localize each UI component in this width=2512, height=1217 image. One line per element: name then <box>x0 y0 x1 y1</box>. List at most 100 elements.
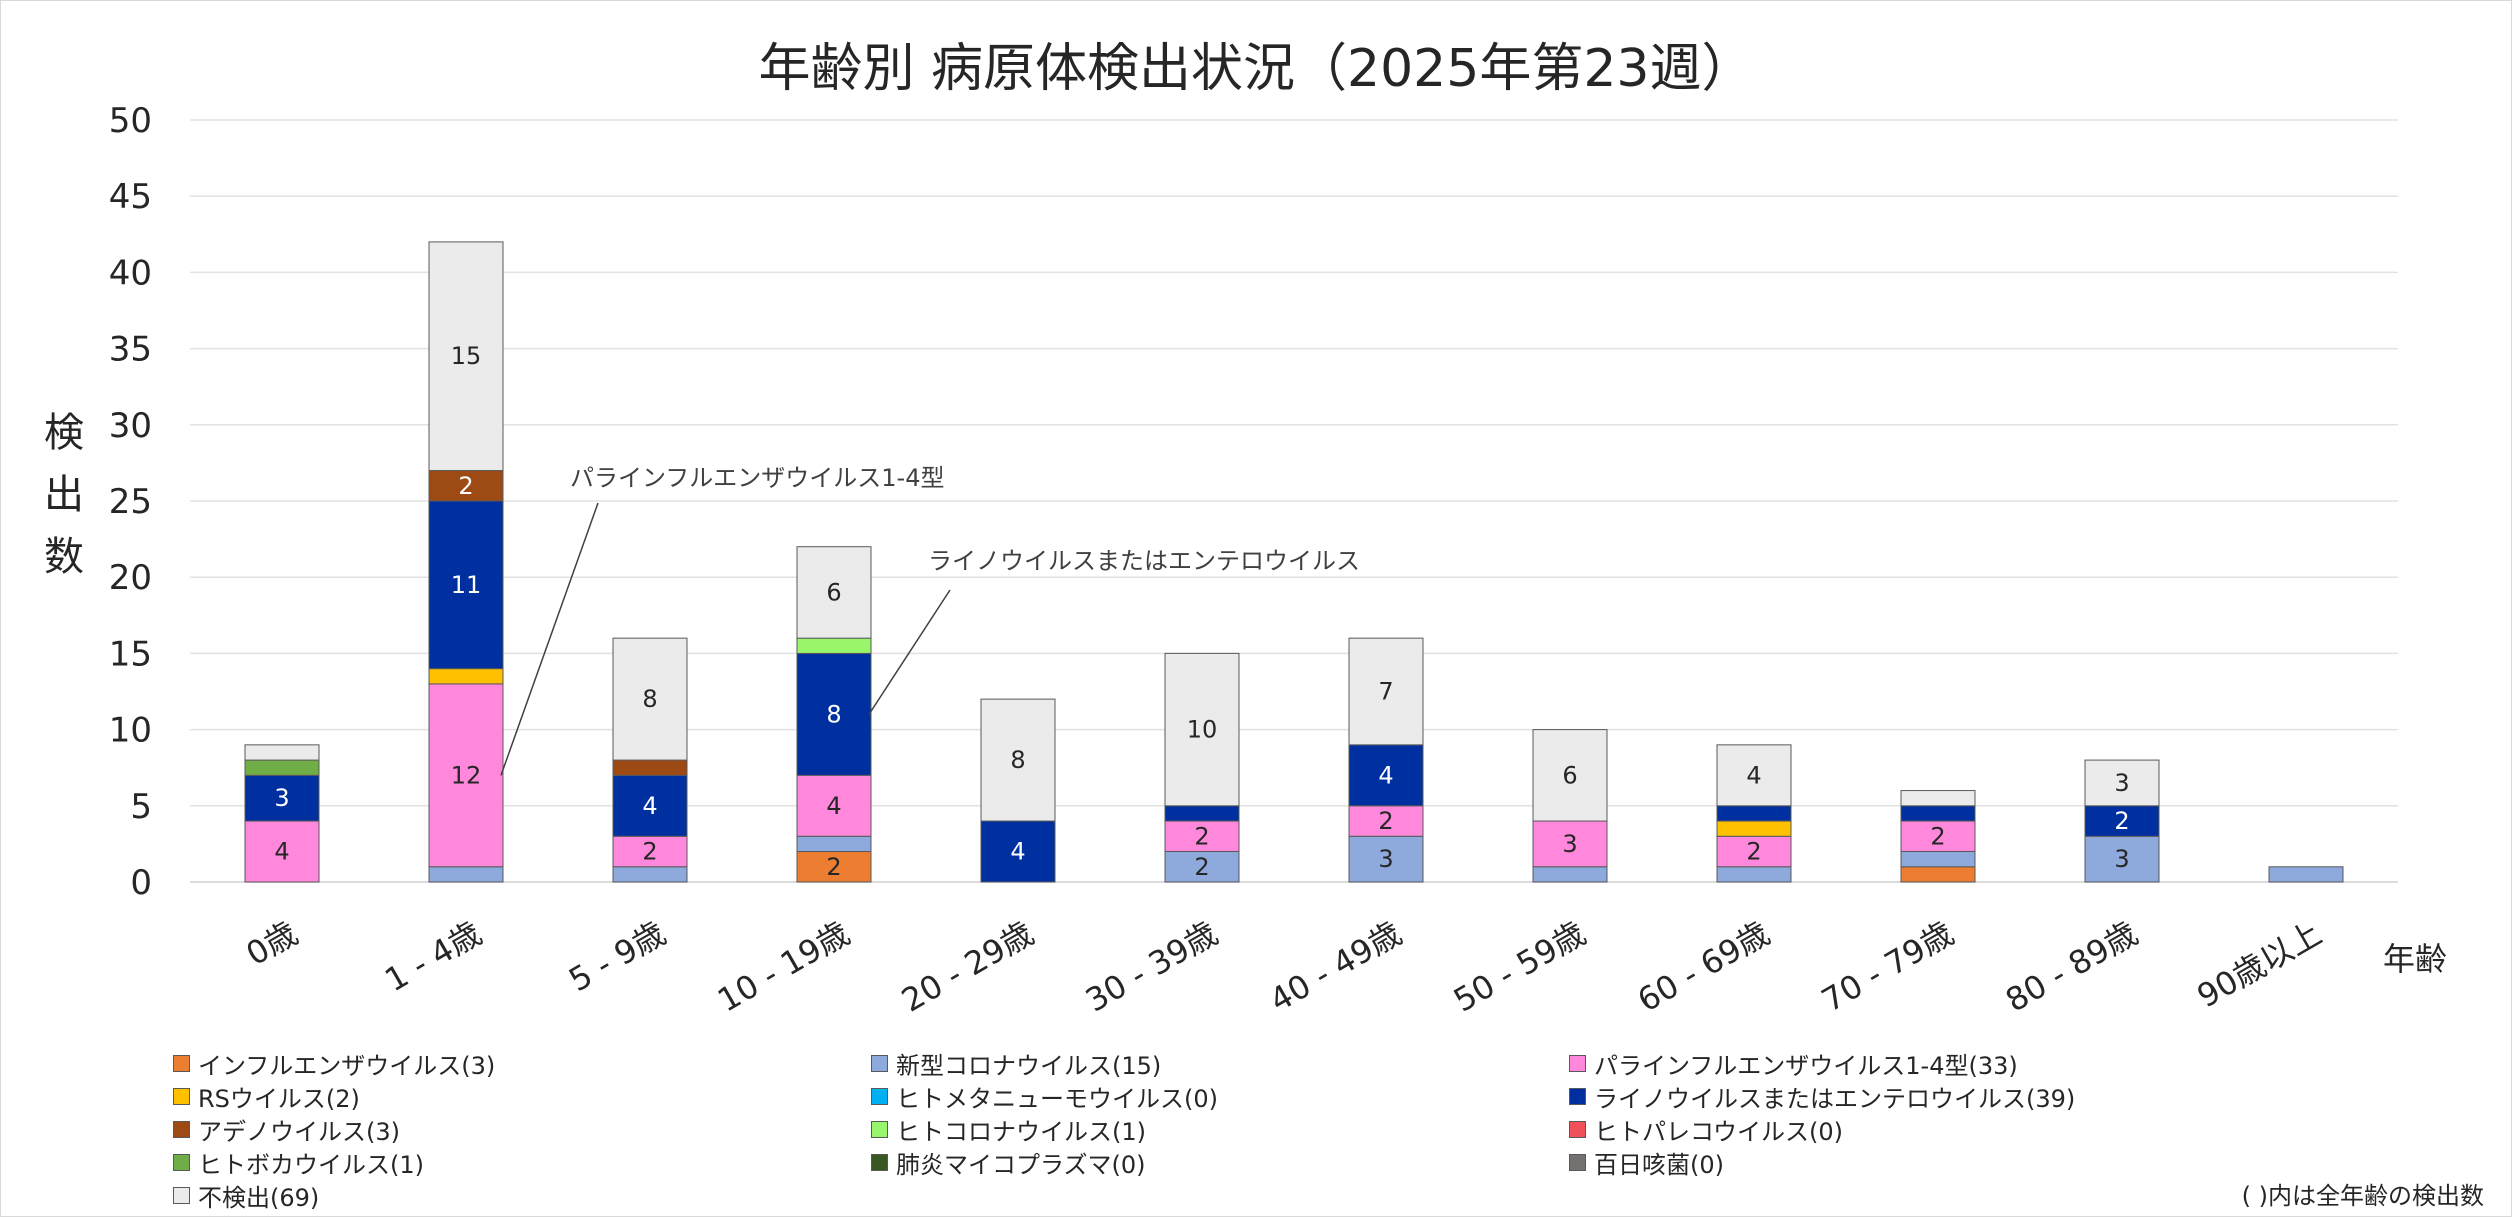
legend: インフルエンザウイルス(3) 新型コロナウイルス(15) パラインフルエンザウイルス… <box>173 1048 2503 1216</box>
legend-item: ヒトメタニューモウイルス(0) <box>871 1081 1218 1113</box>
bar-segment <box>796 835 872 853</box>
data-label: 11 <box>451 571 482 599</box>
chart-title: 年齢別 病原体検出状況（2025年第23週） <box>758 39 1753 99</box>
y-tick-label: 30 <box>109 406 152 446</box>
bar-segment <box>612 759 688 776</box>
bar-segment <box>1900 805 1976 822</box>
annotation-label: パラインフルエンザウイルス1-4型 <box>570 464 944 492</box>
legend-item: 百日咳菌(0) <box>1569 1147 1724 1179</box>
bar-segment <box>796 637 872 654</box>
data-label: 4 <box>826 792 841 820</box>
x-tick-label: 10 - 19歳 <box>711 914 856 1020</box>
bar-segment <box>428 683 504 868</box>
bar-segment <box>428 866 504 883</box>
legend-swatch <box>871 1054 888 1072</box>
y-axis-label-char: 検 <box>44 410 84 456</box>
bar-segment <box>1716 866 1792 883</box>
bar-segment <box>1532 729 1608 822</box>
legend-swatch <box>871 1087 888 1105</box>
y-axis-ticks: 0 5 10 15 20 25 30 35 40 45 50 <box>109 101 152 903</box>
legend-swatch <box>1569 1153 1586 1171</box>
stacked-bar-chart: 年齢別 病原体検出状況（2025年第23週） 検出数 0 5 10 15 20 25 30 3… <box>44 39 2447 1020</box>
legend-item: ライノウイルスまたはエンテロウイルス(39) <box>1569 1081 2075 1113</box>
data-label: 15 <box>451 342 482 370</box>
data-label: 3 <box>274 784 289 812</box>
legend-label: インフルエンザウイルス(3) <box>198 1051 496 1080</box>
legend-item: ヒトパレコウイルス(0) <box>1569 1114 1844 1146</box>
bar-segment <box>244 759 320 776</box>
data-label: 2 <box>1746 838 1761 866</box>
legend-swatch <box>1569 1054 1586 1072</box>
x-tick-label: 70 - 79歳 <box>1815 914 1960 1020</box>
legend-item: 不検出(69) <box>173 1180 319 1212</box>
annotation-leader <box>868 589 951 715</box>
x-tick-label: 90歳以上 <box>2191 914 2328 1015</box>
bar-segment <box>612 866 688 883</box>
data-label: 6 <box>1562 761 1577 789</box>
data-label: 4 <box>642 792 657 820</box>
bar-segment <box>796 851 872 883</box>
x-tick-label: 30 - 39歳 <box>1079 914 1224 1020</box>
bar-segment <box>1716 820 1792 837</box>
legend-swatch <box>173 1186 190 1204</box>
data-label: 12 <box>451 761 482 789</box>
x-axis-ticks: 0歳 1 - 4歳 5 - 9歳 10 - 19歳 20 - 29歳 30 - 39歳 40… <box>240 914 2328 1020</box>
data-label: 10 <box>1187 716 1218 744</box>
bar-segment <box>1900 866 1976 883</box>
legend-item: RSウイルス(2) <box>173 1081 360 1113</box>
bar-segment <box>1164 851 1240 883</box>
y-tick-label: 0 <box>130 863 152 903</box>
x-tick-label: 5 - 9歳 <box>562 914 672 999</box>
data-label: 4 <box>1378 761 1393 789</box>
footnote: ( )内は全年齢の検出数 <box>2241 1182 2484 1210</box>
data-label: 2 <box>826 853 841 881</box>
data-label: 3 <box>1562 830 1577 858</box>
bar-segment <box>2084 805 2160 837</box>
legend-label: アデノウイルス(3) <box>198 1117 400 1146</box>
legend-swatch <box>871 1120 888 1138</box>
data-label: 2 <box>458 472 473 500</box>
bar-segment <box>1532 866 1608 883</box>
x-tick-label: 80 - 89歳 <box>1999 914 2144 1020</box>
bar-segment <box>612 835 688 868</box>
data-label: 3 <box>2114 845 2129 873</box>
x-tick-label: 40 - 49歳 <box>1263 914 1408 1020</box>
bar-segment <box>244 820 320 883</box>
y-tick-label: 15 <box>109 634 152 674</box>
data-label: 8 <box>642 685 657 713</box>
x-tick-label: 0歳 <box>240 914 304 973</box>
x-tick-label: 60 - 69歳 <box>1631 914 1776 1020</box>
y-axis-label-char: 出 <box>44 472 84 518</box>
legend-label: 百日咳菌(0) <box>1594 1150 1724 1179</box>
legend-swatch <box>173 1153 190 1171</box>
bar-segment <box>428 500 504 670</box>
bar-segment <box>1348 835 1424 883</box>
legend-swatch <box>1569 1120 1586 1138</box>
annotation-label: ライノウイルスまたはエンテロウイルス <box>928 547 1360 575</box>
legend-swatch <box>871 1153 888 1171</box>
data-label: 7 <box>1378 678 1393 706</box>
bar-segment <box>1716 805 1792 822</box>
bar-segment <box>1348 744 1424 807</box>
legend-item: ヒトボカウイルス(1) <box>173 1147 424 1179</box>
legend-swatch <box>173 1120 190 1138</box>
legend-item: 新型コロナウイルス(15) <box>871 1048 1162 1080</box>
legend-item: インフルエンザウイルス(3) <box>173 1048 496 1080</box>
legend-label: ヒトコロナウイルス(1) <box>896 1117 1146 1146</box>
bar-segment <box>980 820 1056 883</box>
legend-label: ヒトパレコウイルス(0) <box>1594 1117 1844 1146</box>
data-label: 4 <box>1746 761 1761 789</box>
bar-segment <box>612 637 688 761</box>
x-tick-label: 1 - 4歳 <box>378 914 488 999</box>
legend-label: RSウイルス(2) <box>198 1084 360 1113</box>
bar-segment <box>428 241 504 472</box>
legend-label: 新型コロナウイルス(15) <box>896 1051 1162 1080</box>
y-tick-label: 50 <box>109 101 152 141</box>
bar-segment <box>796 652 872 776</box>
bar-segment <box>244 774 320 822</box>
data-label: 6 <box>826 578 841 606</box>
data-label: 2 <box>1194 853 1209 881</box>
bar-segment <box>1164 652 1240 807</box>
bar-segment <box>428 470 504 502</box>
